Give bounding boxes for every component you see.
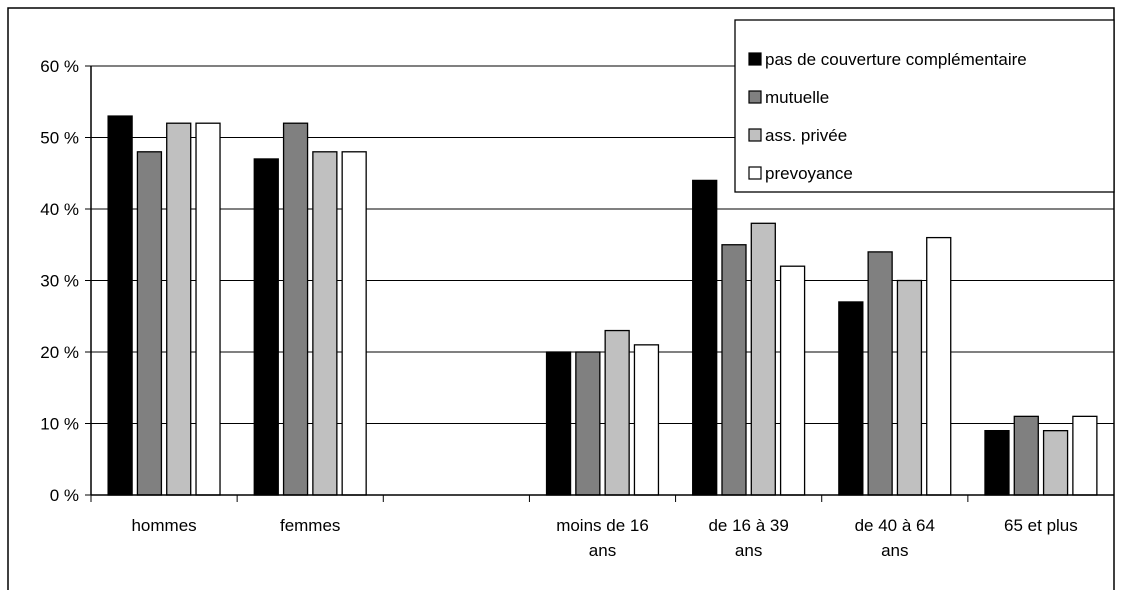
bar bbox=[896, 279, 923, 496]
bar bbox=[604, 329, 630, 496]
bar bbox=[253, 158, 279, 496]
legend-label: mutuelle bbox=[765, 88, 829, 107]
y-tick-label: 50 % bbox=[40, 129, 79, 148]
y-tick-label: 20 % bbox=[40, 343, 79, 362]
bar bbox=[779, 265, 806, 496]
legend-swatch bbox=[748, 52, 762, 66]
bar bbox=[721, 244, 747, 496]
y-tick-label: 10 % bbox=[40, 415, 79, 434]
legend-label: prevoyance bbox=[765, 164, 853, 183]
bar bbox=[750, 222, 776, 496]
bar bbox=[575, 351, 601, 496]
legend-label: ass. privée bbox=[765, 126, 847, 145]
legend-swatch bbox=[748, 128, 762, 142]
axes: 0 % 10 % 20 % 30 % 40 % 50 % 60 % hommes femmes m… bbox=[40, 57, 1115, 560]
x-tick-label: femmes bbox=[280, 516, 340, 535]
y-tick-label: 30 % bbox=[40, 272, 79, 291]
bar bbox=[195, 122, 221, 496]
bar bbox=[1042, 429, 1069, 496]
x-tick-label: de 40 à 64 bbox=[855, 516, 935, 535]
legend-swatch bbox=[748, 90, 762, 104]
y-tick-label: 60 % bbox=[40, 57, 79, 76]
bar bbox=[926, 236, 952, 496]
legend-label: pas de couverture complémentaire bbox=[765, 50, 1027, 69]
bar bbox=[136, 151, 163, 496]
bar bbox=[166, 122, 192, 496]
legend: pas de couverture complémentaire mutuelle… bbox=[734, 19, 1115, 193]
x-tick-label: moins de 16 bbox=[556, 516, 649, 535]
y-tick-label: 0 % bbox=[50, 486, 79, 505]
x-tick-label: ans bbox=[881, 541, 908, 560]
bar bbox=[545, 351, 572, 496]
bar bbox=[867, 251, 893, 496]
bar bbox=[1072, 415, 1098, 496]
legend-swatch bbox=[748, 166, 762, 180]
bar bbox=[341, 151, 367, 496]
x-tick-label: 65 et plus bbox=[1004, 516, 1078, 535]
bar bbox=[312, 151, 338, 496]
x-tick-label: de 16 à 39 bbox=[708, 516, 788, 535]
x-tick-label: ans bbox=[589, 541, 616, 560]
legend-box bbox=[734, 19, 1115, 193]
bar bbox=[282, 122, 309, 496]
bars bbox=[107, 115, 1098, 496]
bar bbox=[984, 429, 1010, 496]
x-tick-label: hommes bbox=[131, 516, 196, 535]
bar bbox=[838, 301, 864, 496]
bar bbox=[633, 344, 660, 496]
x-tick-label: ans bbox=[735, 541, 762, 560]
bar bbox=[692, 179, 718, 496]
bar bbox=[107, 115, 133, 496]
bar bbox=[1013, 415, 1039, 496]
y-tick-label: 40 % bbox=[40, 200, 79, 219]
